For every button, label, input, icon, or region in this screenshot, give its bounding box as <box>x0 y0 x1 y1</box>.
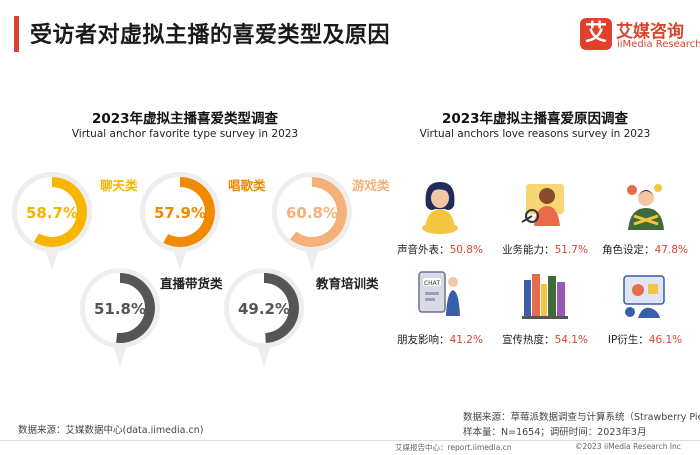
chat-icon: CHAT <box>418 271 460 316</box>
page-title: 受访者对虚拟主播的喜爱类型及原因 <box>30 23 391 48</box>
favorite-type-gauge-chart: 58.7% 聊天类 57.9% 唱歌类 60.8% 游戏类 51.8% 直播带货类 49.2% 教… <box>12 172 390 366</box>
bubble-tail <box>44 246 60 270</box>
logo-mark: 艾 <box>580 18 612 50</box>
gauge-category-label: 唱歌类 <box>228 178 266 193</box>
character-icon <box>627 184 664 230</box>
reason-item: 业务能力：51.7% <box>490 176 600 256</box>
left-section-title: 2023年虚拟主播喜爱类型调查 <box>91 111 279 127</box>
gauge-arc <box>116 273 155 343</box>
gauge-category-label: 游戏类 <box>352 178 390 193</box>
reason-label-1: 业务能力：51.7% <box>502 244 588 256</box>
title-accent-bar <box>14 16 19 52</box>
gauge-category-label: 直播带货类 <box>160 276 223 291</box>
reason-label-5: IP衍生：46.1% <box>607 334 683 346</box>
right-section-title: 2023年虚拟主播喜爱原因调查 <box>441 111 629 127</box>
reason-item: IP衍生：46.1% <box>590 266 700 346</box>
left-section-subtitle: Virtual anchor favorite type survey in 2… <box>71 128 299 140</box>
gauge-bubble: 57.9% 唱歌类 <box>140 172 266 270</box>
reason-label-2: 角色设定：47.8% <box>602 244 688 256</box>
gauge-arc <box>290 177 347 247</box>
reason-item: 宣传热度：54.1% <box>490 266 600 346</box>
right-section-subtitle: Virtual anchors love reasons survey in 2… <box>419 128 651 140</box>
reason-label-3: 朋友影响：41.2% <box>397 334 483 346</box>
gauge-value-label: 58.7% <box>26 204 78 222</box>
gauge-arc <box>163 177 215 247</box>
gauge-category-label: 聊天类 <box>100 178 138 193</box>
reason-label-4: 宣传热度：54.1% <box>502 334 588 346</box>
footer-divider <box>0 440 700 441</box>
footer-report: 艾媒报告中心：report.iimedia.cn <box>395 443 512 452</box>
performer-icon <box>521 184 564 226</box>
reason-item: 角色设定：47.8% <box>590 176 700 256</box>
bubble-tail <box>112 342 128 366</box>
gauge-bubble: 60.8% 游戏类 <box>272 172 390 270</box>
bubble-tail <box>172 246 188 270</box>
gauge-bubble: 51.8% 直播带货类 <box>80 268 223 366</box>
gauge-category-label: 教育培训类 <box>315 276 379 291</box>
footer-copyright: ©2023 iiMedia Research Inc <box>575 442 681 451</box>
data-source-right: 数据来源：草莓派数据调查与计算系统（Strawberry Pie） 样本量：N=… <box>463 410 700 440</box>
reason-item: 声音外表：50.8% <box>385 176 495 256</box>
bubble-tail <box>304 246 320 270</box>
books-icon <box>522 274 568 319</box>
data-source-left: 数据来源：艾媒数据中心(data.iimedia.cn) <box>18 425 204 436</box>
gauge-value-label: 57.9% <box>154 204 206 222</box>
gauge-bubble: 58.7% 聊天类 <box>12 172 138 270</box>
gauge-arc <box>263 273 299 343</box>
iimedia-logo: 艾 艾媒咨询 iiMedia Research <box>580 16 700 56</box>
logo-cn-text: 艾媒咨询 <box>616 22 684 42</box>
logo-en-text: iiMedia Research <box>617 39 700 50</box>
gauge-value-label: 60.8% <box>286 204 338 222</box>
data-source-line: 数据来源：草莓派数据调查与计算系统（Strawberry Pie） <box>463 412 700 423</box>
reason-item: CHAT 朋友影响：41.2% <box>385 266 495 346</box>
svg-text:CHAT: CHAT <box>424 280 440 287</box>
singer-icon <box>422 182 458 234</box>
reason-label-0: 声音外表：50.8% <box>397 244 483 256</box>
sample-size-line: 样本量：N=1654；调研时间：2023年3月 <box>463 427 647 438</box>
gauge-value-label: 49.2% <box>238 300 290 318</box>
gauge-value-label: 51.8% <box>94 300 146 318</box>
bubble-tail <box>256 342 272 366</box>
ip-game-icon <box>623 275 665 318</box>
gauge-arc <box>33 177 87 247</box>
gauge-bubble: 49.2% 教育培训类 <box>224 268 379 366</box>
